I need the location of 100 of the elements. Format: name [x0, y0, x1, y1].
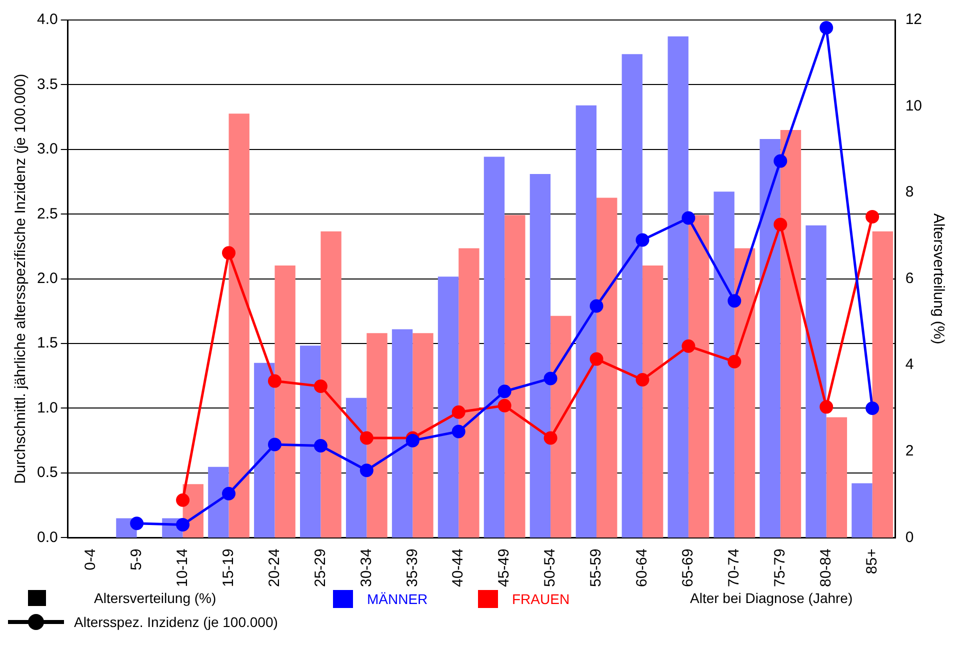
point [728, 294, 742, 308]
y-tick-label: 0.5 [36, 464, 58, 482]
bar [274, 265, 296, 538]
x-tick-label: 10-14 [174, 548, 191, 588]
bar [458, 248, 480, 538]
point [222, 246, 236, 260]
point [544, 372, 558, 386]
point [544, 431, 558, 445]
point [452, 405, 466, 419]
x-tick-label: 0-4 [82, 548, 99, 570]
bar [622, 54, 642, 538]
bar [826, 417, 848, 538]
y-tick-label: 3.0 [36, 140, 58, 158]
point [314, 379, 328, 393]
bar [254, 362, 275, 538]
bar [412, 333, 434, 538]
point [268, 374, 282, 388]
bar [734, 248, 756, 538]
bar [530, 174, 551, 538]
x-tick-label: 55-59 [588, 548, 605, 588]
x-axis-title: Alter bei Diagnose (Jahre) [690, 590, 853, 606]
x-tick-label: 50-54 [542, 548, 559, 588]
y-tick-label: 0.0 [36, 528, 58, 546]
y2-tick-label: 8 [905, 184, 914, 201]
x-tick-label: 40-44 [450, 548, 467, 588]
legend-label: FRAUEN [512, 591, 570, 607]
point [176, 518, 190, 532]
point [130, 516, 144, 530]
x-tick-label: 5-9 [128, 548, 145, 570]
x-tick-label: 30-34 [358, 548, 375, 588]
y-tick-label: 4.0 [36, 11, 58, 28]
bar [852, 483, 872, 538]
y-tick-label: 3.5 [36, 76, 58, 93]
point [590, 299, 604, 313]
point [636, 373, 650, 387]
point [820, 21, 834, 35]
bar [504, 214, 526, 538]
bar [596, 198, 618, 538]
bar [642, 265, 664, 538]
y2-tick-label: 0 [905, 528, 914, 546]
point [268, 438, 282, 452]
point [360, 464, 374, 478]
bar [300, 346, 321, 538]
point [590, 352, 604, 366]
point [498, 384, 512, 398]
bar [576, 105, 597, 538]
x-tick-label: 60-64 [634, 548, 651, 588]
point [176, 493, 190, 507]
y2-tick-label: 4 [905, 356, 914, 374]
bar [872, 231, 894, 538]
x-tick-label: 65-69 [680, 548, 697, 588]
y-tick-label: 2.0 [36, 270, 58, 287]
point [728, 354, 742, 368]
point [360, 431, 374, 445]
bar [780, 130, 802, 538]
x-tick-label: 15-19 [220, 548, 237, 588]
bar [392, 329, 413, 538]
bar [714, 192, 734, 538]
point [406, 434, 420, 448]
point [820, 400, 834, 414]
y2-tick-label: 6 [905, 270, 914, 287]
y-tick-label: 1.5 [36, 334, 58, 352]
y2-tick-label: 12 [905, 11, 922, 28]
legend-label: MÄNNER [367, 591, 428, 607]
bar [208, 466, 229, 538]
bar [806, 225, 826, 538]
y2-tick-label: 2 [905, 442, 914, 460]
x-tick-label: 80-84 [818, 548, 834, 588]
point [452, 424, 466, 438]
text: Altersverteilung (%) [94, 590, 216, 606]
bar [228, 114, 250, 538]
point [314, 439, 328, 453]
y-tick-label: 2.5 [36, 205, 58, 222]
y2-tick-label: 10 [905, 97, 922, 114]
y2-axis-title: Altersverteilung (%) [930, 213, 947, 344]
x-tick-label: 70-74 [726, 548, 743, 588]
y-tick-label: 1.0 [36, 399, 58, 416]
bar [366, 333, 388, 538]
bar [320, 231, 342, 538]
bar [346, 398, 367, 538]
point [774, 218, 788, 232]
x-tick-label: 20-24 [266, 548, 283, 588]
x-tick-label: 85+ [863, 548, 880, 574]
x-tick-label: 35-39 [404, 548, 421, 588]
bar [668, 36, 688, 538]
point [682, 211, 696, 225]
x-tick-label: 75-79 [772, 548, 789, 588]
bar [438, 276, 459, 538]
point [866, 401, 880, 415]
point [682, 339, 696, 353]
text: Altersspez. Inzidenz (je 100.000) [74, 614, 278, 630]
x-tick-label: 25-29 [312, 548, 329, 588]
bar [484, 156, 505, 538]
point [498, 398, 512, 412]
y-axis-title: Durchschnittl. jährliche altersspezifische Inzidenz (je 100.000) [12, 74, 30, 484]
point [222, 486, 236, 500]
point [866, 210, 880, 224]
bar [760, 139, 780, 538]
point [636, 233, 650, 247]
x-tick-label: 45-49 [496, 548, 513, 588]
